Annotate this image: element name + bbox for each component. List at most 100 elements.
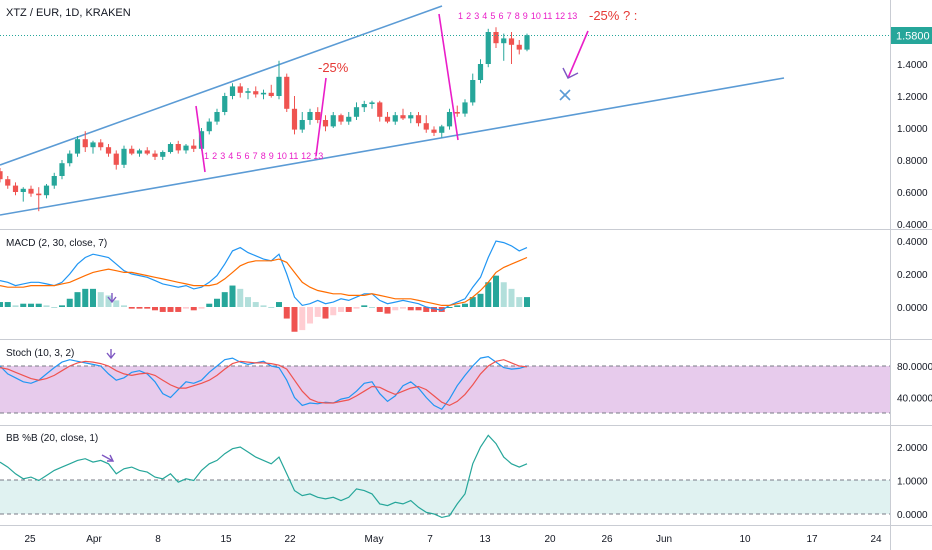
macd-histogram-bar bbox=[493, 275, 499, 307]
stoch-k-line bbox=[0, 355, 528, 411]
x-axis-tick: 7 bbox=[427, 534, 433, 545]
price-axis-tick: 1.4000 bbox=[897, 60, 928, 71]
macd-histogram-bar bbox=[28, 303, 34, 307]
x-axis-tick: 24 bbox=[870, 534, 882, 545]
macd-histogram-bar bbox=[462, 303, 468, 307]
macd-histogram-bar bbox=[252, 302, 259, 307]
count-label: 5 bbox=[236, 151, 241, 161]
projection-arrow[interactable] bbox=[567, 30, 589, 79]
candle bbox=[415, 112, 422, 127]
bb-axis-tick: 2.0000 bbox=[897, 443, 928, 454]
macd-histogram-bar bbox=[322, 307, 329, 319]
candle bbox=[136, 148, 143, 157]
count-label: 6 bbox=[245, 151, 250, 161]
lower-trendline[interactable] bbox=[0, 77, 785, 216]
macd-histogram-bar bbox=[183, 307, 189, 309]
candle bbox=[67, 150, 73, 167]
candle bbox=[462, 99, 468, 117]
macd-histogram-bar bbox=[229, 285, 236, 307]
count-label: 9 bbox=[523, 11, 528, 21]
count-label: 3 bbox=[220, 151, 225, 161]
count-label: 6 bbox=[499, 11, 504, 21]
candle bbox=[12, 182, 19, 196]
candle bbox=[245, 88, 251, 100]
macd-histogram-bar bbox=[392, 307, 399, 311]
candle bbox=[98, 139, 104, 151]
count-label: 9 bbox=[269, 151, 274, 161]
macd-histogram-bar bbox=[82, 288, 89, 307]
candle bbox=[253, 86, 259, 98]
macd-histogram-bar bbox=[291, 307, 298, 332]
candle bbox=[105, 144, 112, 157]
count-label: 8 bbox=[515, 11, 520, 21]
stoch-pane-label: Stoch (10, 3, 2) bbox=[6, 348, 74, 359]
candle bbox=[392, 112, 398, 125]
macd-histogram-bar bbox=[353, 307, 360, 309]
x-axis-tick: 17 bbox=[806, 534, 818, 545]
candle bbox=[183, 144, 189, 154]
count-label: 12 bbox=[555, 11, 565, 21]
bb-axis-tick: 1.0000 bbox=[897, 477, 928, 488]
macd-histogram-bar bbox=[221, 292, 228, 307]
macd-pane-label: MACD (2, 30, close, 7) bbox=[6, 238, 107, 249]
x-axis-tick: Jun bbox=[656, 534, 672, 545]
count-label: 5 bbox=[490, 11, 495, 21]
macd-histogram-bar bbox=[423, 307, 430, 312]
x-icon[interactable] bbox=[559, 89, 571, 101]
count-label: 3 bbox=[474, 11, 479, 21]
count-label: 10 bbox=[277, 151, 287, 161]
macd-histogram-bar bbox=[276, 302, 282, 307]
last-price-tag bbox=[891, 27, 932, 44]
macd-axis-tick: 0.2000 bbox=[897, 270, 928, 281]
count-label: 1 bbox=[458, 11, 463, 21]
candle bbox=[338, 113, 344, 125]
candle bbox=[268, 84, 274, 98]
candle bbox=[51, 172, 57, 189]
macd-histogram-bar bbox=[136, 307, 143, 309]
macd-histogram-bar bbox=[438, 307, 445, 312]
drop-line-3[interactable] bbox=[438, 13, 459, 141]
candle bbox=[315, 107, 321, 124]
candle bbox=[346, 112, 352, 125]
count-label: 4 bbox=[482, 11, 487, 21]
count-label: 7 bbox=[253, 151, 258, 161]
bb-axis-tick: 0.0000 bbox=[897, 510, 928, 521]
macd-histogram-bar bbox=[66, 298, 73, 307]
macd-histogram-bar bbox=[214, 298, 220, 307]
candle bbox=[470, 73, 476, 106]
macd-histogram-bar bbox=[415, 307, 422, 311]
macd-histogram-bar bbox=[268, 307, 275, 308]
drop-line-2[interactable] bbox=[315, 77, 327, 157]
candle bbox=[423, 115, 429, 133]
price-axis-tick: 1.2000 bbox=[897, 92, 928, 103]
macd-histogram-bar bbox=[59, 305, 65, 307]
macd-histogram-bar bbox=[4, 302, 11, 307]
candle bbox=[28, 185, 34, 197]
candle bbox=[0, 168, 3, 183]
x-axis-tick: 8 bbox=[155, 534, 161, 545]
macd-histogram-bar bbox=[159, 307, 166, 312]
count-label: 7 bbox=[507, 11, 512, 21]
candle bbox=[167, 142, 174, 154]
macd-histogram-bar bbox=[469, 297, 476, 307]
macd-histogram-bar bbox=[121, 305, 127, 307]
macd-histogram-bar bbox=[74, 292, 81, 307]
macd-histogram-bar bbox=[51, 307, 58, 308]
macd-histogram-bar bbox=[500, 282, 507, 307]
x-axis-tick: 13 bbox=[479, 534, 491, 545]
price-axis-tick: 0.8000 bbox=[897, 156, 928, 167]
drop-line-1[interactable] bbox=[195, 105, 206, 173]
x-axis-tick: 10 bbox=[739, 534, 751, 545]
macd-histogram-bar bbox=[167, 307, 174, 312]
candle bbox=[59, 160, 65, 180]
candle bbox=[501, 33, 507, 61]
upper-trendline[interactable] bbox=[0, 5, 443, 166]
candle bbox=[152, 150, 158, 160]
candle bbox=[260, 89, 267, 100]
macd-histogram-bar bbox=[152, 307, 158, 311]
macd-histogram-bar bbox=[12, 305, 19, 307]
bb-percent-line bbox=[0, 434, 528, 519]
macd-histogram-bar bbox=[307, 307, 313, 324]
bb-band bbox=[0, 480, 890, 514]
